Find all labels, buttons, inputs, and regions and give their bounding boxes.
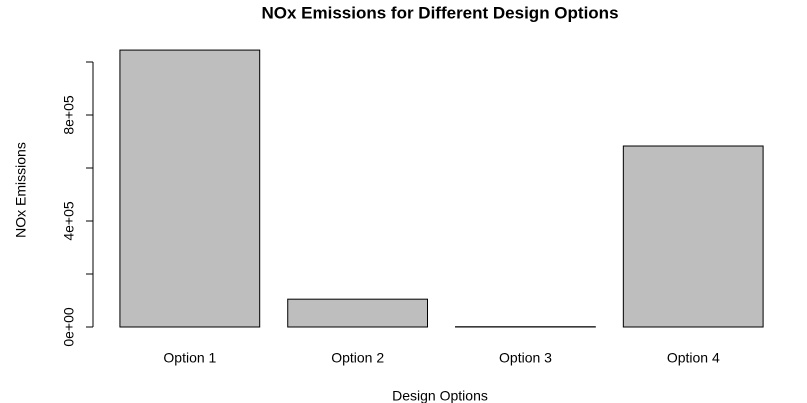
bar [287,298,429,328]
x-tick-label: Option 3 [499,350,552,366]
y-tick-label: 0e+00 [61,307,77,347]
y-tick-label: 4e+05 [61,201,77,241]
x-tick-label: Option 2 [331,350,384,366]
x-tick-label: Option 4 [667,350,720,366]
bar [622,145,764,328]
y-axis-label: NOx Emissions [13,142,29,238]
bar [119,49,261,328]
chart-title: NOx Emissions for Different Design Optio… [261,3,618,22]
x-axis-label: Design Options [392,388,488,403]
y-tick-label: 8e+05 [61,95,77,135]
x-tick-label: Option 1 [163,350,216,366]
